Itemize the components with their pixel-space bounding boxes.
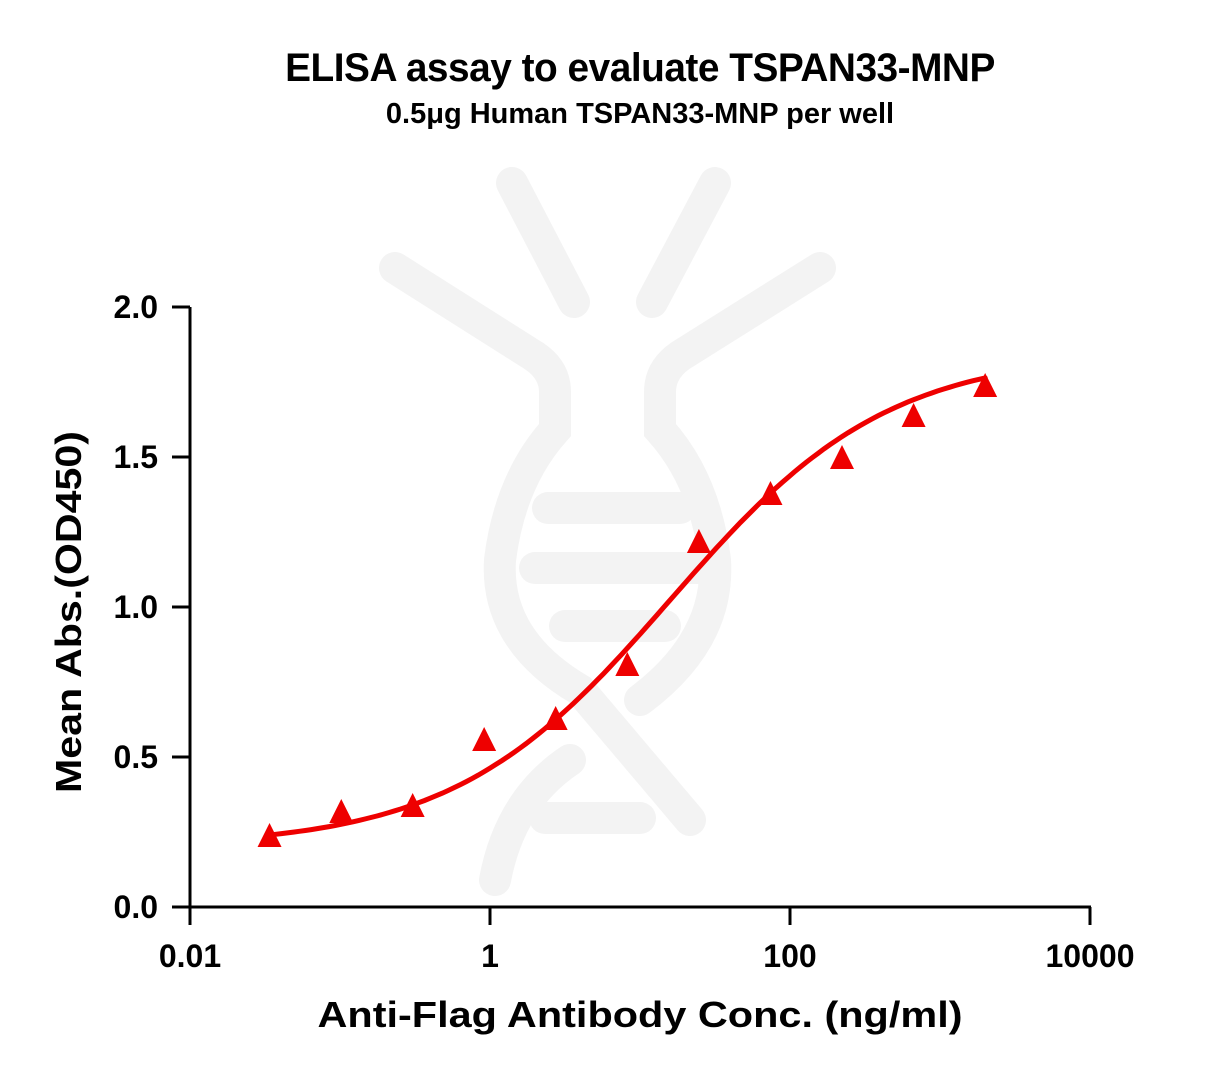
triangle-marker-icon (400, 793, 425, 817)
x-tick-label: 100 (763, 938, 816, 974)
y-tick-label: 0.0 (114, 889, 158, 925)
triangle-marker-icon (830, 445, 855, 469)
x-tick-label: 10000 (1046, 938, 1135, 974)
x-tick-label: 0.01 (159, 938, 221, 974)
x-axis-ticks: 0.01 1 100 10000 (159, 907, 1135, 974)
y-tick-label: 2.0 (114, 289, 158, 325)
triangle-marker-icon (686, 529, 711, 553)
triangle-marker-icon (543, 706, 568, 730)
triangle-marker-icon (973, 373, 998, 397)
chart-title: ELISA assay to evaluate TSPAN33-MNP (285, 46, 995, 90)
x-axis-title: Anti-Flag Antibody Conc. (ng/ml) (318, 994, 963, 1035)
triangle-marker-icon (615, 652, 640, 676)
y-tick-label: 1.5 (114, 439, 158, 475)
triangle-marker-icon (901, 403, 926, 427)
y-axis-title: Mean Abs.(OD450) (48, 431, 89, 793)
triangle-marker-icon (257, 823, 282, 847)
triangle-marker-icon (472, 727, 497, 751)
triangle-marker-icon (758, 481, 783, 505)
y-axis-ticks: 0.0 0.5 1.0 1.5 2.0 (114, 289, 190, 925)
y-tick-label: 1.0 (114, 589, 158, 625)
triangle-marker-icon (329, 799, 354, 823)
y-tick-label: 0.5 (114, 739, 158, 775)
x-tick-label: 1 (481, 938, 499, 974)
watermark-logo-icon (379, 167, 836, 896)
chart-subtitle: 0.5μg Human TSPAN33-MNP per well (385, 98, 895, 130)
fit-curve (267, 375, 988, 838)
data-markers (257, 373, 998, 847)
